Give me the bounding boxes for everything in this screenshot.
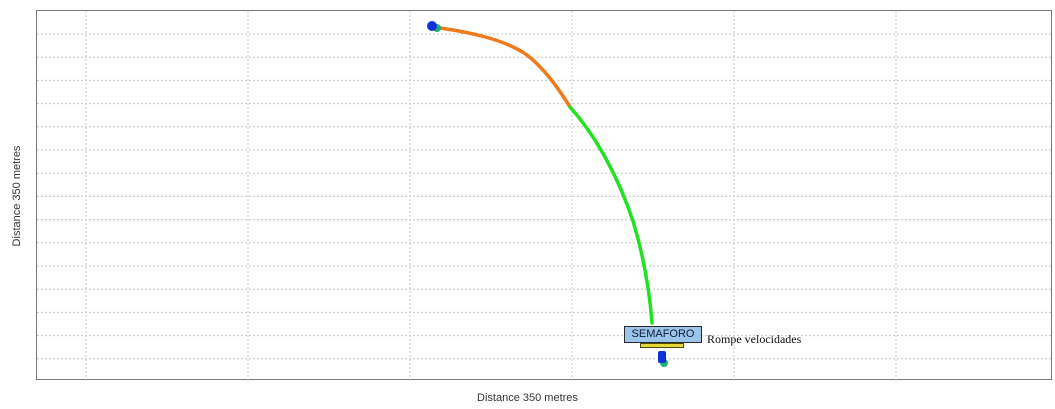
map-plot-area[interactable]	[36, 10, 1053, 381]
route-start-marker	[427, 21, 437, 31]
traffic-signal-marker[interactable]: SEMAFORO	[624, 326, 702, 343]
map-canvas	[37, 11, 1053, 381]
x-axis-label: Distance 350 metres	[477, 392, 578, 404]
route-segment-orange	[431, 25, 572, 109]
route-end-marker	[658, 351, 666, 363]
speed-bump-label: Rompe velocidades	[707, 332, 802, 346]
speed-bump-marker[interactable]	[640, 343, 684, 348]
y-axis-label: Distance 350 metres	[11, 145, 23, 247]
route-segment-green	[568, 105, 654, 325]
